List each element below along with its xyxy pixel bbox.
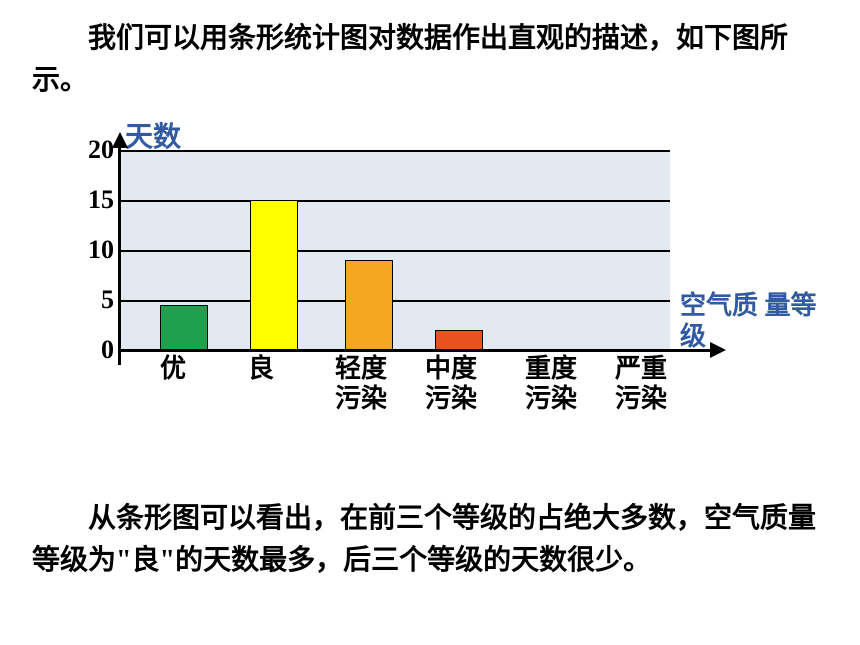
y-axis xyxy=(118,140,121,365)
y-tick-label: 5 xyxy=(64,285,114,315)
y-tick-label: 15 xyxy=(64,185,114,215)
plot-area: 05101520 优良轻度 污染中度 污染重度 污染严重 污染 xyxy=(120,150,670,350)
x-axis-arrow-icon xyxy=(710,342,726,358)
gridline xyxy=(120,200,670,202)
x-tick-label: 严重 污染 xyxy=(615,354,667,414)
bar xyxy=(250,200,298,350)
outro-text: 从条形图可以看出，在前三个等级的占绝大多数，空气质量等级为"良"的天数最多，后三… xyxy=(32,498,830,582)
bar xyxy=(345,260,393,350)
x-axis-label: 空气质 量等级 xyxy=(680,290,820,352)
y-tick-label: 10 xyxy=(64,235,114,265)
y-axis-label: 天数 xyxy=(125,115,181,155)
x-axis xyxy=(118,349,718,352)
x-tick-label: 重度 污染 xyxy=(525,354,577,414)
gridline xyxy=(120,300,670,302)
y-tick-label: 20 xyxy=(64,135,114,165)
bar xyxy=(160,305,208,350)
bar xyxy=(435,330,483,350)
x-tick-label: 中度 污染 xyxy=(425,354,477,414)
y-tick-label: 0 xyxy=(64,335,114,365)
gridline xyxy=(120,250,670,252)
x-tick-label: 轻度 污染 xyxy=(335,354,387,414)
y-axis-arrow-icon xyxy=(112,132,128,148)
x-tick-label: 良 xyxy=(248,354,274,384)
x-tick-label: 优 xyxy=(160,354,186,384)
intro-text: 我们可以用条形统计图对数据作出直观的描述，如下图所示。 xyxy=(32,18,830,102)
gridline xyxy=(120,150,670,152)
bar-chart: 天数 空气质 量等级 05101520 优良轻度 污染中度 污染重度 污染严重 … xyxy=(60,115,820,465)
